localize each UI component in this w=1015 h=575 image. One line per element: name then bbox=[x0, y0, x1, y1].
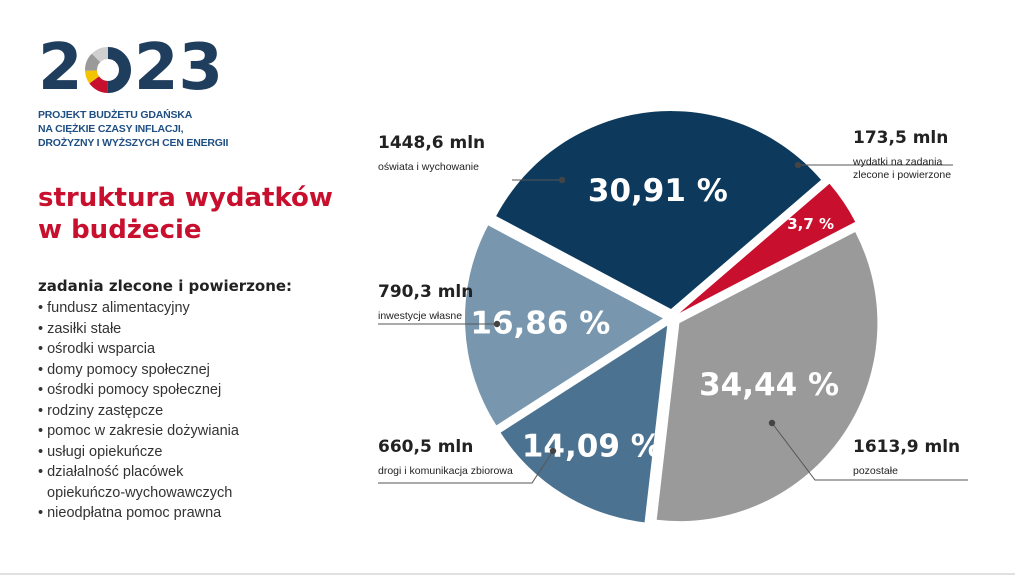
task-list: • fundusz alimentacyjny • zasiłki stałe … bbox=[38, 298, 239, 524]
leader-dot bbox=[493, 320, 501, 328]
leader-dot bbox=[768, 419, 776, 427]
slice-category-label: zlecone i powierzone bbox=[853, 169, 951, 181]
slice-percent-label: 16,86 % bbox=[470, 305, 610, 341]
leader-line bbox=[771, 422, 968, 481]
list-item: • ośrodki wsparcia bbox=[38, 341, 156, 357]
list-item: • rodziny zastępcze bbox=[38, 402, 164, 419]
leader-dot bbox=[549, 447, 557, 455]
pie-slice bbox=[656, 231, 878, 522]
list-item: • domy pomocy społecznej bbox=[38, 361, 210, 378]
leader-dot bbox=[794, 161, 802, 169]
logo-subtitle: PROJEKT BUDŻETU GDAŃSKA NA CIĘŻKIE CZASY… bbox=[38, 108, 258, 150]
logo: 2 23 PROJEKT BUDŻETU GDAŃSKA NA CIĘŻKIE … bbox=[38, 31, 238, 149]
page-title-line: struktura wydatków bbox=[38, 183, 333, 213]
logo-subtitle-line: PROJEKT BUDŻETU GDAŃSKA bbox=[38, 109, 193, 121]
list-item: • nieodpłatna pomoc prawna bbox=[38, 505, 222, 521]
list-item: opiekuńczo-wychowawczych bbox=[47, 484, 233, 501]
pie-slice bbox=[465, 225, 664, 426]
slice-percent-label: 34,44 % bbox=[699, 367, 839, 403]
logo-year-prefix: 2 bbox=[38, 31, 83, 105]
logo-ring-icon bbox=[85, 47, 131, 93]
slice-amount-label: 1448,6 mln bbox=[378, 133, 485, 153]
list-item: • działalność placówek bbox=[38, 464, 184, 480]
slice-amount-label: 660,5 mln bbox=[378, 437, 473, 457]
slice-category-label: inwestycje własne bbox=[378, 310, 462, 322]
page-title: struktura wydatków w budżecie bbox=[38, 182, 333, 246]
slice-category-label: drogi i komunikacja zbiorowa bbox=[378, 465, 513, 477]
pie-slice bbox=[679, 183, 856, 313]
list-item: • ośrodki pomocy społecznej bbox=[38, 382, 222, 398]
slice-percent-label: 3,7 % bbox=[787, 215, 834, 233]
slice-category-label: wydatki na zadania bbox=[852, 156, 942, 168]
slice-amount-label: 790,3 mln bbox=[378, 282, 473, 302]
list-item: • fundusz alimentacyjny bbox=[38, 300, 190, 316]
list-item: • pomoc w zakresie dożywiania bbox=[38, 423, 239, 439]
list-heading: zadania zlecone i powierzone: bbox=[38, 277, 293, 295]
list-item: • usługi opiekuńcze bbox=[38, 443, 163, 460]
leader-line bbox=[378, 450, 554, 484]
slice-percent-label: 14,09 % bbox=[522, 429, 662, 465]
logo-year-suffix: 23 bbox=[134, 31, 224, 105]
slice-amount-label: 173,5 mln bbox=[853, 128, 948, 148]
logo-subtitle-line: DROŻYZNY I WYŻSZYCH CEN ENERGII bbox=[38, 137, 229, 149]
pie-slice bbox=[500, 325, 668, 523]
slice-percent-label: 30,91 % bbox=[588, 173, 728, 209]
slice-category-label: oświata i wychowanie bbox=[378, 161, 479, 173]
footer-divider bbox=[0, 573, 1015, 575]
slice-amount-label: 1613,9 mln bbox=[853, 437, 960, 457]
list-item: • zasiłki stałe bbox=[38, 320, 122, 337]
pie-slice bbox=[496, 111, 822, 310]
page-title-line: w budżecie bbox=[38, 215, 202, 245]
slice-category-label: pozostałe bbox=[853, 465, 898, 477]
leader-dot bbox=[558, 176, 566, 184]
logo-subtitle-line: NA CIĘŻKIE CZASY INFLACJI, bbox=[38, 123, 184, 135]
